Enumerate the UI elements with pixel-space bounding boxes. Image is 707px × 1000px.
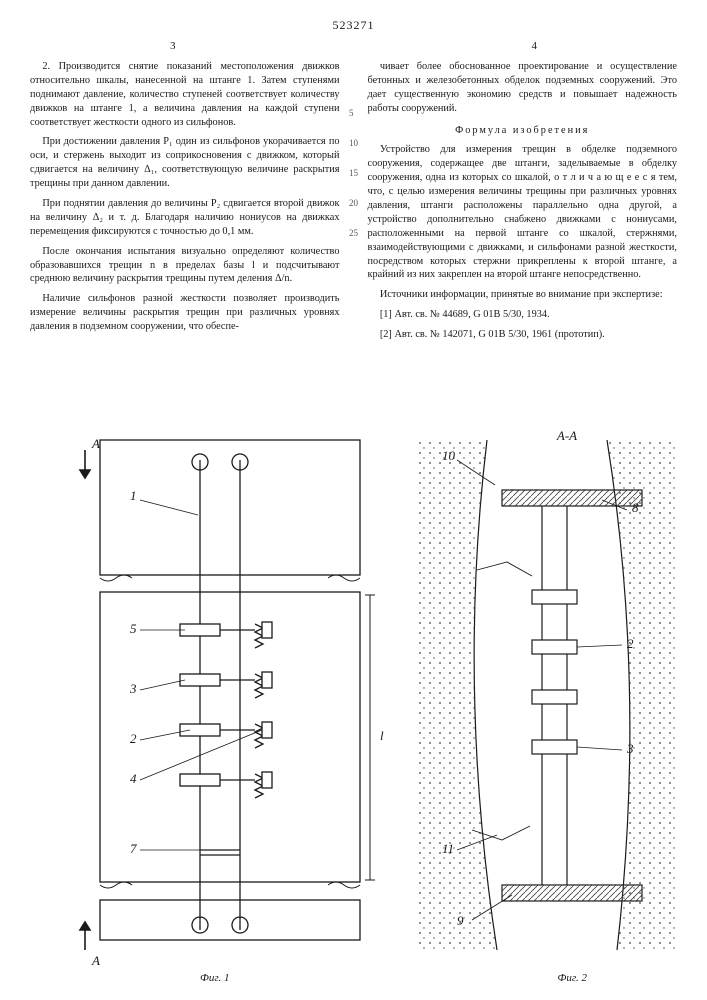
fig1-caption: Фиг. 1	[200, 972, 230, 984]
section-label: A-A	[556, 430, 577, 443]
ref-2: 2	[627, 636, 634, 651]
ref-5: 5	[130, 621, 137, 636]
ref-2: 2	[130, 731, 137, 746]
para: После окончания испытания визуально опре…	[30, 245, 340, 287]
section-A-bot: A	[91, 953, 100, 968]
fig2-caption: Фиг. 2	[558, 972, 588, 984]
right-column: чивает более обоснованное проектирование…	[368, 60, 678, 348]
source-1: [1] Авт. св. № 44689, G 01B 5/30, 1934.	[368, 308, 678, 322]
figure-2: A-A 10 8 2 3 11 9	[417, 430, 677, 970]
ref-11: 11	[442, 841, 454, 856]
dim-l: l	[380, 728, 384, 743]
ref-9: 9	[457, 913, 464, 928]
page-number-right: 4	[532, 40, 538, 52]
ref-7: 7	[130, 841, 137, 856]
sources-heading: Источники информации, принятые во вниман…	[368, 288, 678, 302]
document-number: 523271	[0, 18, 707, 33]
figure-1: 1 5 3 2 4 7 A A l	[30, 430, 410, 970]
para: При достижении давления P₁ один из сильф…	[30, 135, 340, 191]
para: чивает более обоснованное проектирование…	[368, 60, 678, 116]
figures-area: 1 5 3 2 4 7 A A l	[30, 430, 677, 984]
left-column: 2. Производится снятие показаний местопо…	[30, 60, 340, 348]
text-columns: 2. Производится снятие показаний местопо…	[30, 60, 677, 348]
ref-4: 4	[130, 771, 137, 786]
source-2: [2] Авт. св. № 142071, G 01B 5/30, 1961 …	[368, 328, 678, 342]
formula-heading: Формула изобретения	[368, 124, 678, 138]
para: При поднятии давления до величины P₂ сдв…	[30, 197, 340, 239]
page-number-left: 3	[170, 40, 176, 52]
para: Наличие сильфонов разной жесткости позво…	[30, 292, 340, 334]
ref-10: 10	[442, 448, 456, 463]
para: 2. Производится снятие показаний местопо…	[30, 60, 340, 129]
ref-3: 3	[129, 681, 137, 696]
ref-1: 1	[130, 488, 137, 503]
ref-3: 3	[626, 741, 634, 756]
section-A-top: A	[91, 436, 100, 451]
ref-8: 8	[632, 500, 639, 515]
formula-body: Устройство для измерения трещин в обделк…	[368, 143, 678, 282]
